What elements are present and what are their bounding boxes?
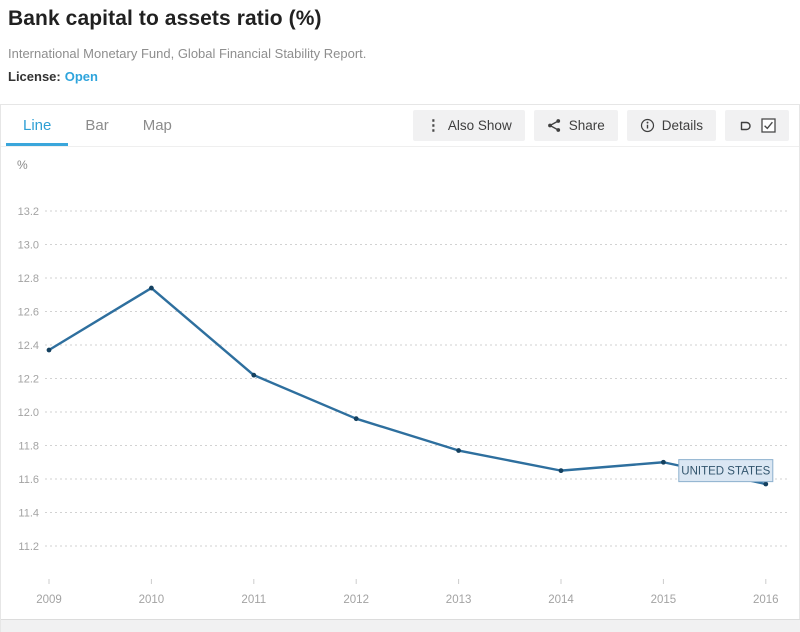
info-icon (640, 118, 655, 133)
tooltip-label-icon (738, 119, 754, 133)
line-chart-area: % 13.2 13.0 12.8 12.6 12.4 12.2 12.0 11.8 11.6 11.… (1, 147, 799, 619)
data-point[interactable] (763, 481, 769, 487)
chart-card: Line Bar Map ⋮ Also Show Share (0, 104, 800, 632)
y-tick-label: 11.6 (18, 474, 39, 486)
y-tick-label: 11.8 (18, 441, 39, 453)
tab-bar[interactable]: Bar (85, 117, 109, 134)
y-tick-label: 12.2 (18, 374, 39, 386)
series-label-text: UNITED STATES (681, 466, 770, 478)
x-tick-label: 2015 (651, 594, 677, 606)
tab-map[interactable]: Map (142, 117, 172, 134)
x-tick-label: 2009 (36, 594, 62, 606)
x-tick-label: 2012 (343, 594, 369, 606)
data-point[interactable] (46, 347, 52, 353)
y-tick-label: 12.0 (18, 407, 39, 419)
label-toggle-button[interactable] (725, 110, 789, 141)
x-tick-label: 2010 (139, 594, 165, 606)
bottom-strip (1, 619, 800, 632)
data-point[interactable] (456, 448, 461, 453)
chart-toolbar: ⋮ Also Show Share (412, 105, 799, 146)
license-row: License: Open (8, 69, 790, 84)
x-tick-label: 2016 (753, 594, 779, 606)
y-tick-label: 11.4 (18, 508, 39, 520)
page-title: Bank capital to assets ratio (%) (8, 7, 322, 30)
also-show-button[interactable]: ⋮ Also Show (412, 110, 525, 141)
tab-line[interactable]: Line (6, 105, 68, 146)
chart-tabbar: Line Bar Map ⋮ Also Show Share (1, 105, 799, 147)
share-button[interactable]: Share (533, 110, 618, 141)
share-label: Share (568, 118, 605, 133)
y-tick-label: 12.4 (18, 340, 39, 352)
line-chart-svg: % 13.2 13.0 12.8 12.6 12.4 12.2 12.0 11.8 11.6 11.… (17, 158, 789, 606)
series-line (48, 286, 767, 486)
license-open-link[interactable]: Open (64, 69, 98, 84)
data-point[interactable] (558, 468, 564, 474)
kebab-icon: ⋮ (425, 117, 441, 134)
data-point[interactable] (251, 372, 257, 378)
also-show-label: Also Show (447, 118, 512, 133)
x-tick-label: 2013 (446, 594, 472, 606)
y-tick-label: 13.2 (18, 206, 39, 218)
y-axis-unit: % (17, 158, 28, 172)
checkbox-checked-icon (761, 118, 776, 133)
source-text: International Monetary Fund, Global Fina… (8, 46, 367, 61)
license-label: License: (8, 69, 61, 84)
data-point[interactable] (353, 416, 359, 422)
y-tick-label: 12.8 (18, 273, 39, 285)
share-icon (547, 118, 562, 133)
page-header: Bank capital to assets ratio (%) Interna… (0, 0, 800, 84)
details-label: Details (661, 118, 703, 133)
x-tick-label: 2011 (241, 594, 266, 606)
y-tick-label: 11.2 (18, 541, 39, 553)
series-label-box[interactable] (678, 459, 774, 483)
x-tick-label: 2014 (548, 594, 574, 606)
y-tick-label: 12.6 (18, 307, 39, 319)
details-button[interactable]: Details (626, 110, 716, 141)
data-point[interactable] (149, 285, 154, 291)
data-point[interactable] (661, 459, 666, 465)
y-tick-label: 13.0 (18, 240, 39, 252)
